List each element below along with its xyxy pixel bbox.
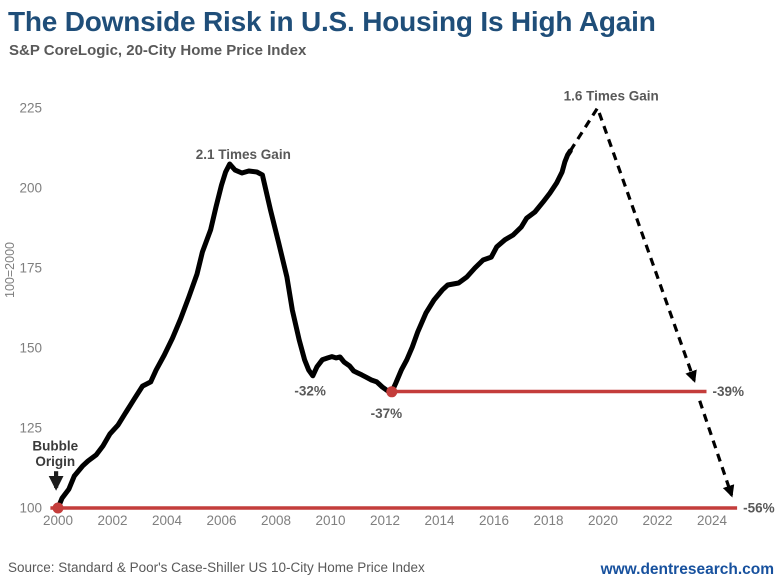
y-tick-label: 175 xyxy=(19,261,42,276)
x-tick-label: 2018 xyxy=(533,513,563,528)
x-tick-label: 2016 xyxy=(479,513,509,528)
x-tick-label: 2008 xyxy=(261,513,291,528)
x-tick-label: 2024 xyxy=(697,513,728,528)
x-tick-label: 2020 xyxy=(588,513,618,528)
annotation-drop-32: -32% xyxy=(294,383,326,398)
chart-canvas: -39% -56% 2000 2002 2004 2006 2008 2010 2012 2014… xyxy=(3,88,775,528)
series-actual-line xyxy=(55,148,573,511)
y-tick-label: 225 xyxy=(19,101,42,116)
x-tick-label: 2002 xyxy=(97,513,127,528)
chart-subtitle: S&P CoreLogic, 20-City Home Price Index xyxy=(9,42,307,59)
annotation-drop-37: -37% xyxy=(371,406,403,421)
support-label-level-minus-56: -56% xyxy=(743,501,775,516)
x-tick-label: 2022 xyxy=(642,513,672,528)
projection-down-line xyxy=(698,400,735,498)
annotation-bubble-origin-line2: Origin xyxy=(35,454,75,469)
annotation-gain-2020: 1.6 Times Gain xyxy=(564,88,659,103)
x-tick-label: 2012 xyxy=(370,513,400,528)
annotation-bubble-origin-line1: Bubble xyxy=(32,439,78,454)
page-title: The Downside Risk in U.S. Housing Is Hig… xyxy=(8,6,656,37)
home-price-chart: -39% -56% 2000 2002 2004 2006 2008 2010 2012 2014… xyxy=(0,78,780,546)
bubble-origin-dot xyxy=(52,502,64,514)
x-tick-label: 2004 xyxy=(152,513,183,528)
x-tick-label: 2000 xyxy=(43,513,73,528)
x-tick-label: 2010 xyxy=(315,513,345,528)
projection-up-line xyxy=(568,104,697,383)
y-tick-label: 125 xyxy=(19,421,42,436)
y-tick-label: 150 xyxy=(19,341,42,356)
support-label-level-minus-39: -39% xyxy=(713,384,745,399)
x-tick-label: 2006 xyxy=(206,513,236,528)
y-axis-title: 100=2000 xyxy=(3,242,17,298)
website-link[interactable]: www.dentresearch.com xyxy=(600,561,774,578)
annotation-gain-2006: 2.1 Times Gain xyxy=(196,147,291,162)
trough-2012-dot xyxy=(386,386,398,398)
y-tick-label: 100 xyxy=(19,501,42,516)
source-note: Source: Standard & Poor's Case-Shiller U… xyxy=(8,560,425,575)
x-tick-label: 2014 xyxy=(424,513,455,528)
y-tick-label: 200 xyxy=(19,181,42,196)
